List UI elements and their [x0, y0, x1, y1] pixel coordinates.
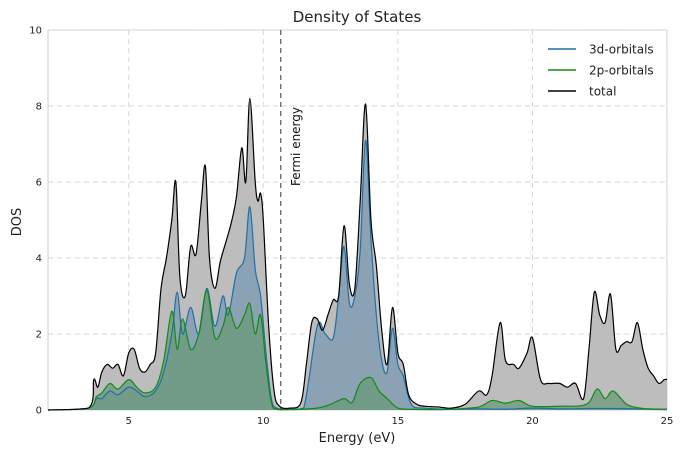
area-2p-orbitals: [48, 290, 667, 410]
legend-label-total: total: [589, 85, 616, 99]
y-tick-label: 2: [36, 330, 42, 341]
x-axis-label: Energy (eV): [319, 431, 396, 446]
y-tick-label: 10: [29, 26, 42, 37]
legend-label-2p-orbitals: 2p-orbitals: [589, 64, 654, 78]
fermi-label: Fermi energy: [289, 107, 303, 186]
y-tick-label: 6: [36, 178, 42, 189]
legend: 3d-orbitals 2p-orbitals total: [548, 43, 654, 99]
line-layer: [47, 97, 668, 411]
y-tick-label: 0: [36, 406, 42, 417]
chart-title: Density of States: [293, 8, 422, 26]
x-tick-label: 25: [661, 416, 674, 427]
y-tick-label: 4: [36, 254, 42, 265]
line-total: [47, 97, 668, 411]
y-axis-label: DOS: [10, 208, 25, 237]
y-tick-label: 8: [36, 102, 42, 113]
line-2p-orbitals: [47, 289, 668, 411]
x-tick-label: 5: [126, 416, 132, 427]
tick-layer: 5 10 15 20 25 0 2 4 6 8 10: [29, 26, 673, 428]
x-tick-label: 20: [526, 416, 539, 427]
x-tick-label: 15: [392, 416, 405, 427]
legend-label-3d-orbitals: 3d-orbitals: [589, 43, 654, 57]
x-tick-label: 10: [257, 416, 270, 427]
fermi-layer: Fermi energy: [280, 30, 303, 410]
